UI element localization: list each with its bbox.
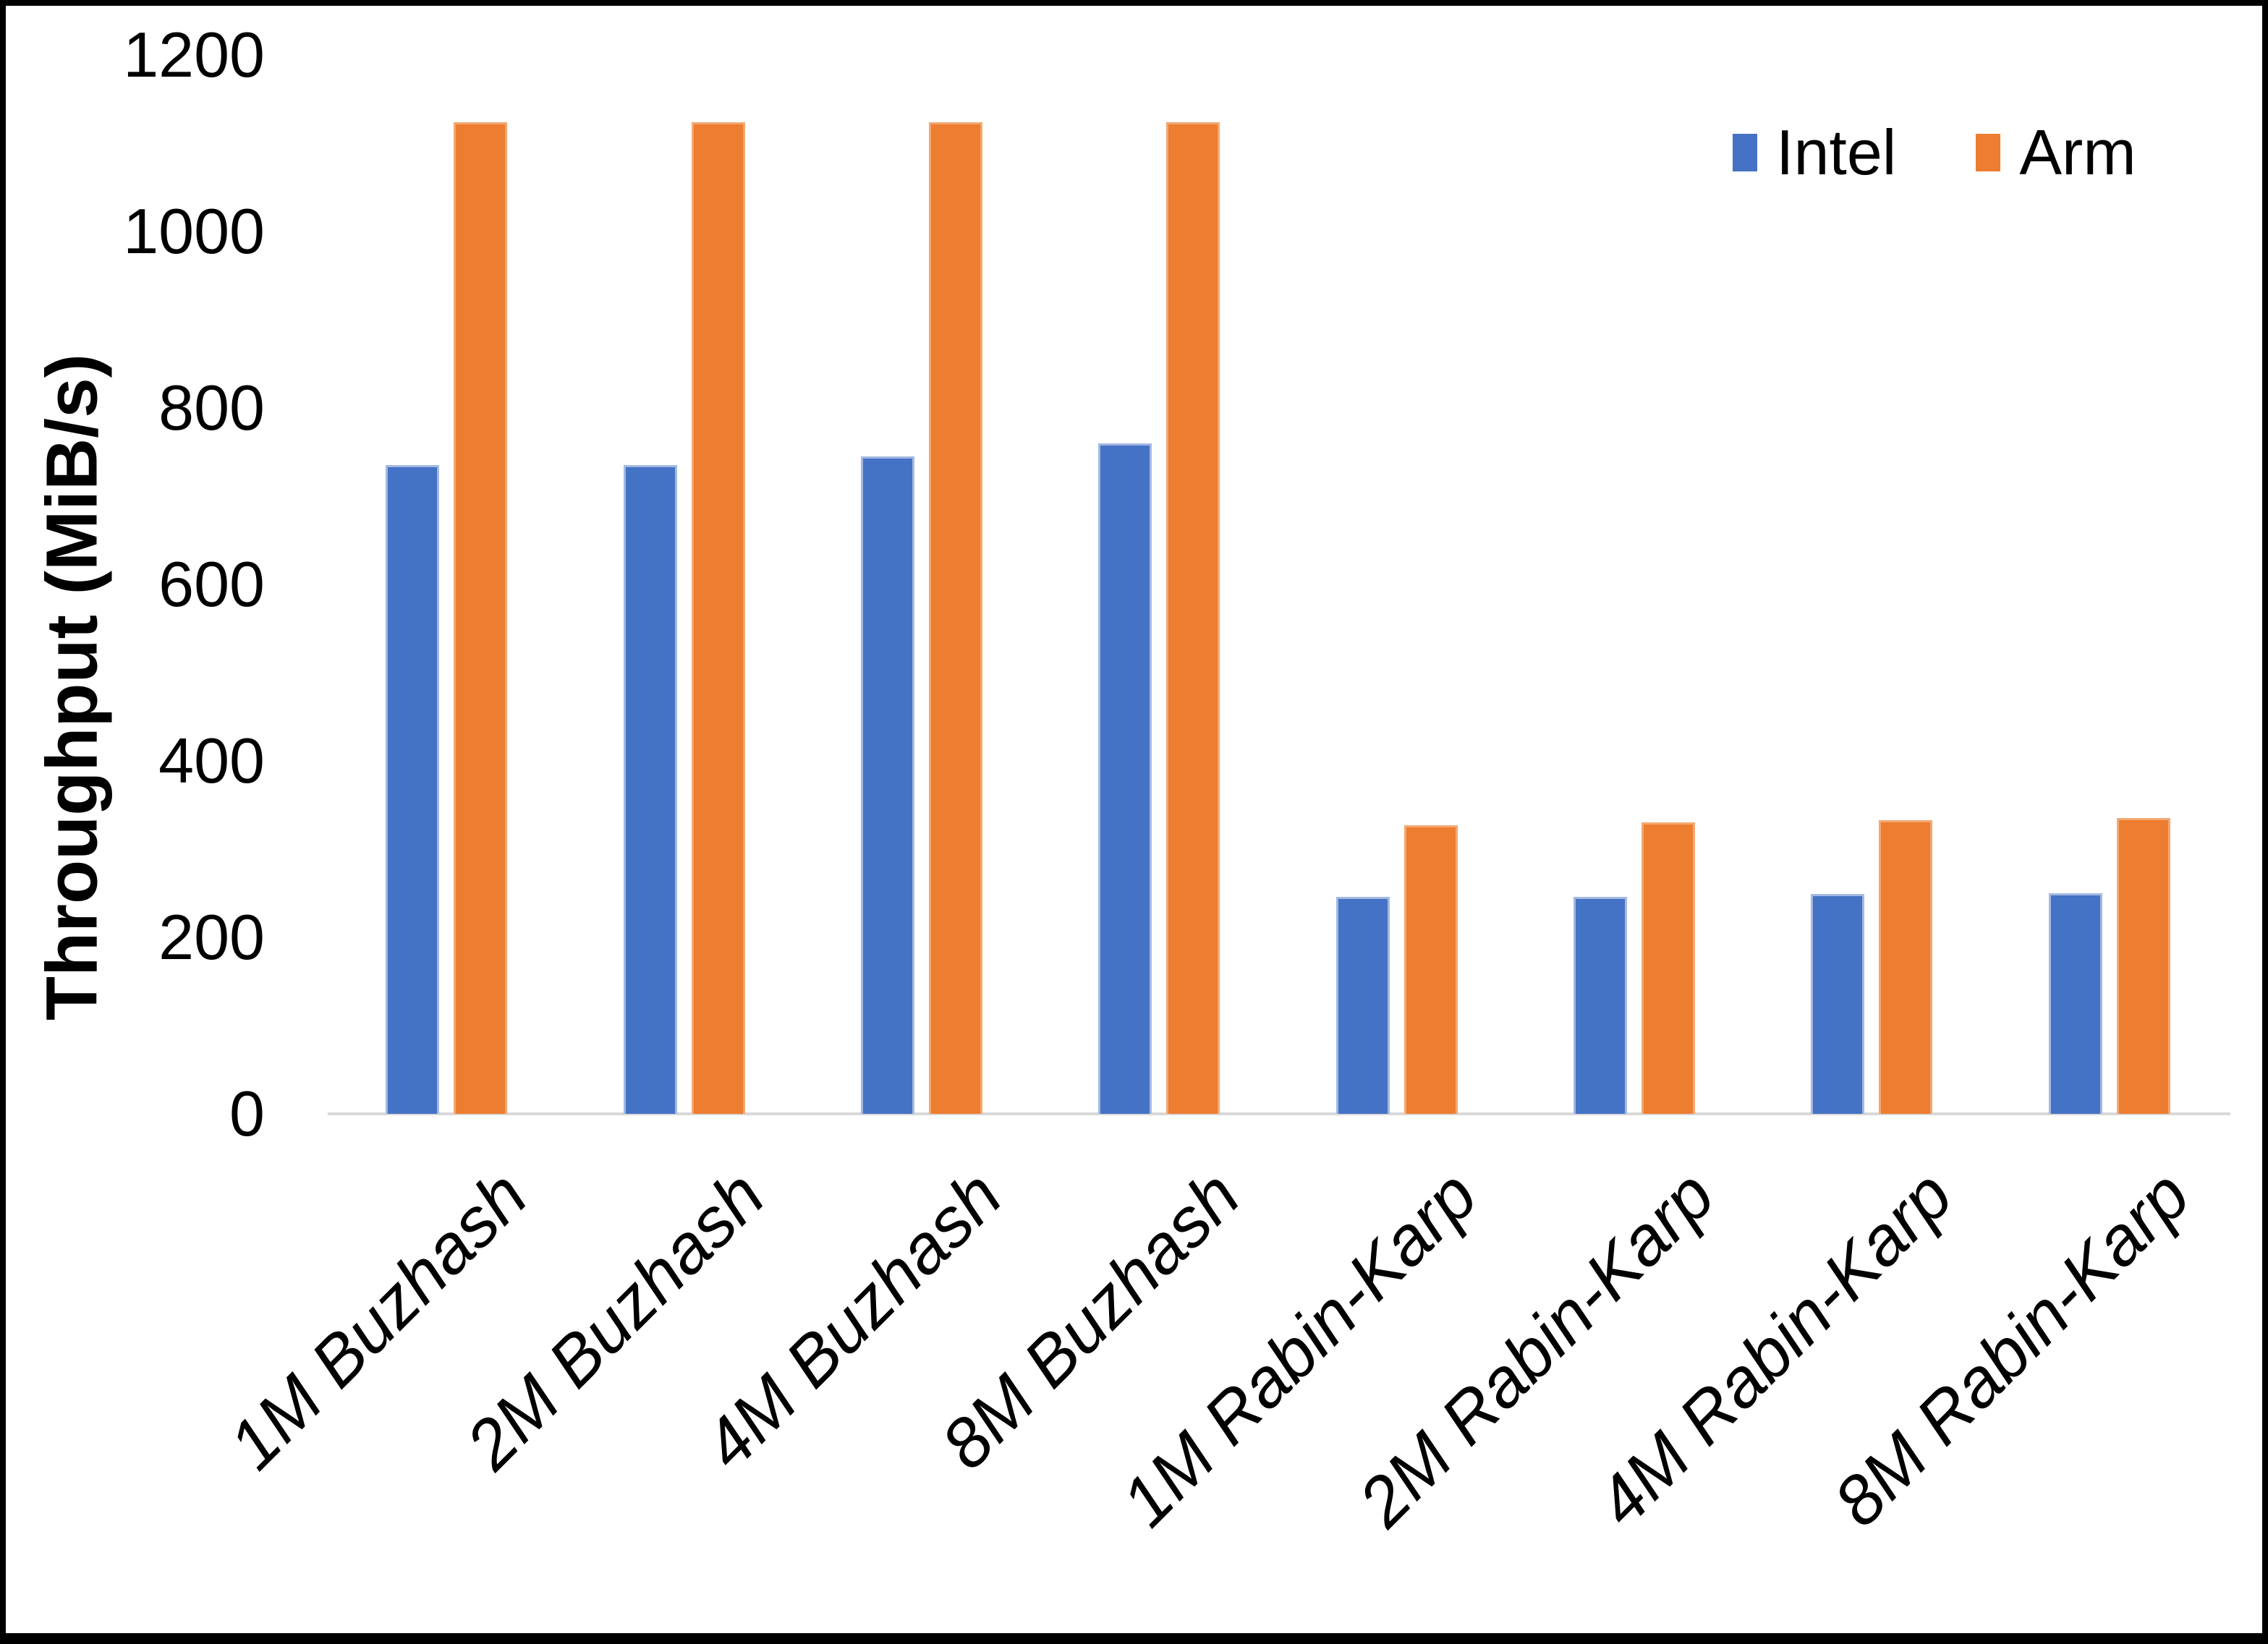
bar-intel-8m-rabin-karp: [2048, 893, 2102, 1114]
legend-item-intel: Intel: [1733, 116, 1896, 189]
legend-item-arm: Arm: [1976, 116, 2136, 189]
bar-arm-2m-buzhash: [691, 122, 745, 1114]
bar-intel-1m-buzhash: [386, 465, 440, 1114]
bar-intel-2m-buzhash: [623, 465, 677, 1114]
intel-legend-swatch: [1733, 134, 1757, 171]
arm-legend-label: Arm: [2019, 116, 2136, 188]
y-tick-label-0: 0: [229, 1078, 265, 1149]
bar-arm-8m-buzhash: [1166, 122, 1220, 1114]
bar-intel-4m-rabin-karp: [1811, 894, 1865, 1114]
x-axis-line: [328, 1112, 2230, 1115]
y-tick-label-200: 200: [158, 901, 265, 973]
bar-arm-1m-buzhash: [454, 122, 508, 1114]
bar-arm-4m-buzhash: [928, 122, 982, 1114]
arm-legend-swatch: [1976, 134, 2001, 171]
bar-intel-4m-buzhash: [860, 456, 914, 1114]
bar-arm-2m-rabin-karp: [1641, 822, 1696, 1114]
y-tick-label-400: 400: [158, 725, 265, 796]
y-tick-label-600: 600: [158, 548, 265, 620]
bar-intel-1m-rabin-karp: [1335, 896, 1390, 1114]
bar-arm-4m-rabin-karp: [1879, 819, 1933, 1114]
legend: Intel Arm: [1733, 116, 2136, 189]
y-tick-label-1000: 1000: [123, 195, 265, 267]
y-tick-label-1200: 1200: [123, 19, 265, 90]
bar-arm-8m-rabin-karp: [2116, 818, 2170, 1114]
y-tick-label-800: 800: [158, 372, 265, 443]
bar-intel-8m-buzhash: [1098, 443, 1152, 1114]
intel-legend-label: Intel: [1776, 116, 1897, 188]
bar-arm-1m-rabin-karp: [1403, 825, 1458, 1114]
bar-intel-2m-rabin-karp: [1573, 896, 1628, 1114]
